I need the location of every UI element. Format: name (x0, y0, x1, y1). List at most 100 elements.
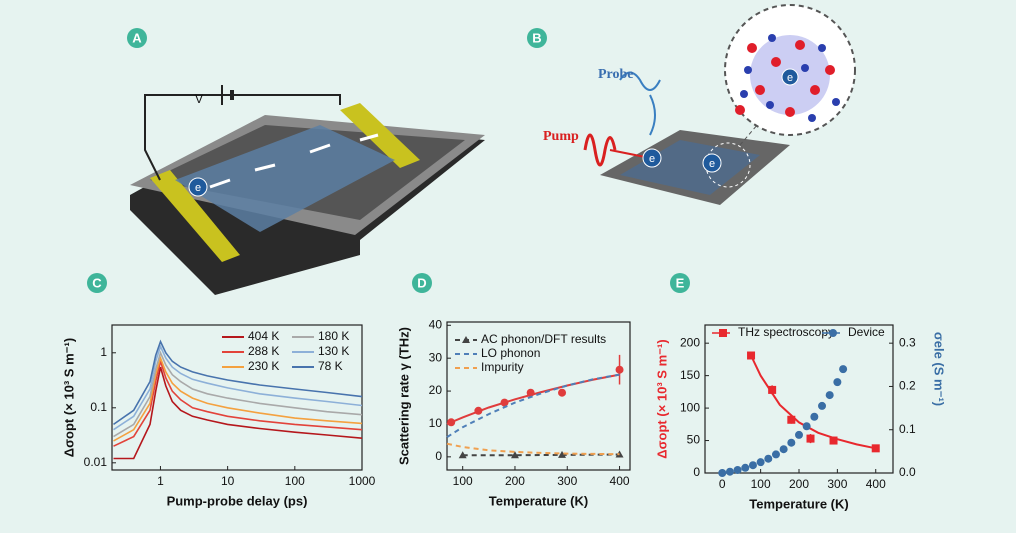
legend-label: Impurity (481, 360, 524, 374)
y2-tick-label: 0.0 (899, 465, 916, 479)
data-point (500, 398, 509, 407)
series-line (113, 350, 363, 438)
x-tick-label: 200 (505, 474, 525, 488)
y-tick-label: 30 (429, 350, 443, 364)
diagram-a: V e (130, 85, 485, 295)
data-point (825, 391, 834, 400)
y-tick-label: 0 (693, 465, 700, 479)
diagram-b: Probe Pump e e e (543, 4, 856, 205)
data-point (741, 463, 750, 472)
data-point (771, 450, 780, 459)
y-tick-label: 100 (680, 400, 700, 414)
x-tick-label: 400 (610, 474, 630, 488)
y2-tick-label: 0.1 (899, 422, 916, 436)
data-point (806, 434, 815, 443)
x-tick-label: 300 (557, 474, 577, 488)
series-line (462, 453, 620, 457)
y-axis-label: Scattering rate γ (THz) (396, 327, 411, 465)
data-point (810, 412, 819, 421)
y-tick-label: 1 (100, 345, 107, 359)
y-tick-label: 40 (429, 317, 443, 331)
data-point (779, 445, 788, 454)
panel-label: B (532, 30, 541, 45)
data-point (447, 418, 456, 427)
data-point (818, 401, 827, 410)
data-point (787, 415, 796, 424)
y-axis-label: Δσopt (× 10³ S m⁻¹) (61, 338, 76, 457)
data-point (756, 458, 765, 467)
y2-tick-label: 0.3 (899, 335, 916, 349)
panel-label: A (132, 30, 142, 45)
legend-marker (829, 329, 837, 337)
data-point (833, 378, 842, 387)
legend-label: 404 K (248, 329, 279, 343)
data-point (474, 406, 483, 415)
x-tick-label: 100 (751, 477, 771, 491)
data-point (748, 461, 757, 470)
series-line (446, 373, 620, 425)
series-line (446, 373, 620, 438)
series-line (113, 339, 363, 426)
y-tick-label: 150 (680, 368, 700, 382)
pump-label: Pump (543, 129, 579, 144)
data-point (733, 465, 742, 474)
legend-label: 180 K (318, 329, 349, 343)
y-tick-label: 0.1 (90, 400, 107, 414)
legend-label: 230 K (248, 359, 279, 373)
x-tick-label: 100 (285, 474, 305, 488)
data-point (802, 422, 811, 431)
plot-frame (446, 321, 631, 471)
panel-badge (127, 28, 147, 48)
x-tick-label: 100 (453, 474, 473, 488)
legend-label: 130 K (318, 344, 349, 358)
panel-label: C (92, 275, 102, 290)
y-tick-label: 200 (680, 335, 700, 349)
electron-label: e (709, 158, 715, 170)
data-point (768, 385, 777, 394)
legend-marker (462, 336, 470, 343)
y-axis-label: Δσopt (× 10³ S m⁻¹) (654, 339, 669, 458)
voltage-label: V (195, 92, 203, 106)
panel-badge (87, 273, 107, 293)
data-point (764, 454, 773, 463)
legend-label: THz spectroscopy (738, 325, 834, 339)
data-point (725, 467, 734, 476)
x-tick-label: 0 (719, 477, 726, 491)
panel-badge (670, 273, 690, 293)
x-tick-label: 1000 (349, 474, 376, 488)
y2-axis-label: σele (S m⁻¹) (932, 332, 947, 406)
plot-frame (704, 324, 894, 474)
electron-label: e (787, 72, 793, 84)
data-point (510, 451, 519, 459)
panel-label: E (676, 275, 685, 290)
data-point (871, 444, 880, 453)
data-point (458, 451, 467, 459)
x-tick-label: 300 (827, 477, 847, 491)
y-tick-label: 10 (429, 416, 443, 430)
y2-tick-label: 0.2 (899, 379, 916, 393)
legend-label: Device (848, 325, 885, 339)
series-line (113, 358, 363, 447)
data-point (787, 438, 796, 447)
y-tick-label: 50 (687, 433, 701, 447)
y-tick-label: 0 (435, 449, 442, 463)
panel-label: D (417, 275, 426, 290)
legend-label: LO phonon (481, 346, 540, 360)
x-axis-label: Temperature (K) (489, 493, 588, 508)
x-tick-label: 200 (789, 477, 809, 491)
panel-badge (527, 28, 547, 48)
x-tick-label: 10 (221, 474, 235, 488)
series-line (113, 355, 363, 442)
legend-label: AC phonon/DFT results (481, 332, 606, 346)
data-point (558, 450, 567, 458)
data-point (615, 450, 624, 458)
x-tick-label: 400 (866, 477, 886, 491)
panel-badge (412, 273, 432, 293)
x-tick-label: 1 (157, 474, 164, 488)
data-point (526, 388, 535, 397)
legend-label: 78 K (318, 359, 343, 373)
series-line (113, 366, 363, 460)
series-line (446, 442, 620, 456)
data-point (839, 365, 848, 374)
